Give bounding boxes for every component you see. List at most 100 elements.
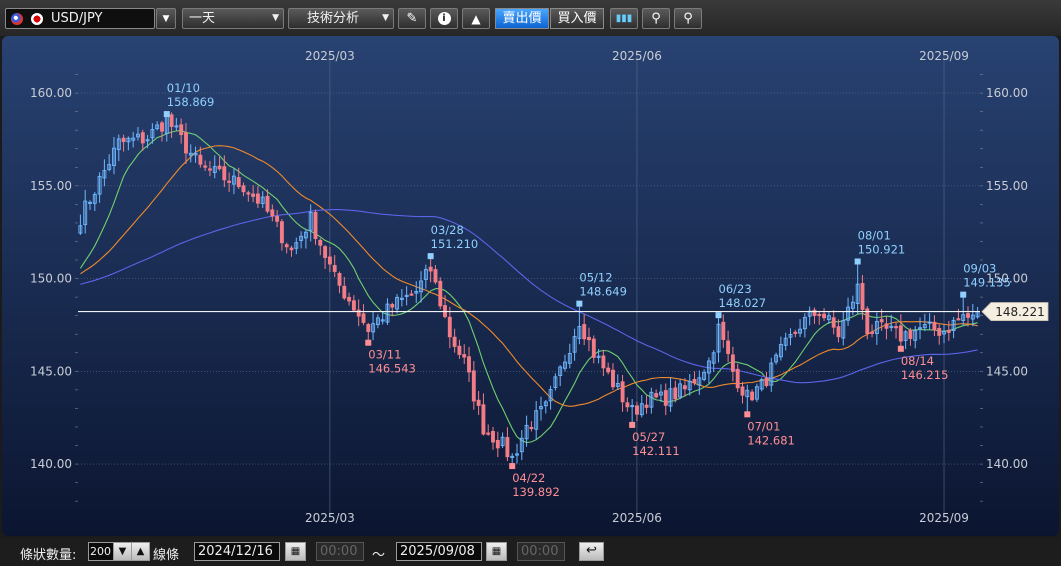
candle-body	[193, 152, 198, 156]
annotation-date: 05/27	[632, 430, 665, 444]
candle-body	[591, 338, 596, 358]
candle-body	[500, 436, 505, 447]
end-date-input[interactable]: 2025/09/08	[396, 542, 482, 561]
candle-body	[898, 325, 903, 342]
toolbar: USD/JPY ▼ 一天 ▼ 技術分析 ▼ ✎ i ▲ 賣出價 買入價 ▮▮▮ …	[0, 0, 1061, 36]
zoom-in-icon: ⚲	[683, 11, 693, 26]
axis-labels: 160.00 160.00 155.00 155.00 150.00 150.00 145.…	[30, 49, 1028, 525]
candle-body	[908, 329, 913, 339]
bar-count-up-button[interactable]: ▲	[131, 542, 150, 561]
x-tick-top: 2025/06	[612, 49, 662, 63]
technical-analysis-label: 技術分析	[307, 11, 360, 26]
ma-line-ma1	[79, 129, 978, 444]
start-calendar-button[interactable]: ▦	[285, 542, 306, 561]
candle-body	[409, 293, 414, 296]
candle-body	[121, 137, 126, 143]
annotation-value: 148.649	[579, 285, 627, 299]
candle-body	[644, 404, 649, 408]
candle-body	[740, 386, 745, 396]
candle-body	[606, 367, 611, 373]
chevron-down-icon: ▼	[382, 13, 389, 23]
y-tick-right: 145.00	[986, 364, 1028, 378]
zoom-in-button[interactable]: ⚲	[674, 8, 702, 29]
candle-body	[342, 285, 347, 299]
candle-body	[754, 386, 759, 400]
candle-body	[937, 327, 942, 336]
end-time-input[interactable]: 00:00	[517, 542, 565, 561]
candle-body	[831, 317, 836, 328]
candle-body	[390, 304, 395, 308]
current-price-label: 148.221	[995, 305, 1045, 319]
annotation-date: 07/01	[747, 419, 780, 433]
candle-body	[284, 244, 289, 248]
candle-body	[519, 437, 524, 453]
candle-body	[260, 196, 265, 204]
candle-body	[203, 165, 208, 168]
candle-body	[793, 331, 798, 334]
current-price-tag	[981, 302, 1049, 321]
price-chart[interactable]: 160.00 160.00 155.00 155.00 150.00 150.00 145.…	[2, 36, 1059, 536]
candle-body	[750, 391, 755, 401]
annotation-value: 151.210	[431, 237, 479, 251]
y-tick-right: 140.00	[986, 457, 1028, 471]
candle-body	[246, 192, 251, 195]
end-calendar-button[interactable]: ▦	[486, 542, 507, 561]
candle-body	[491, 430, 495, 443]
candle-body	[764, 377, 769, 387]
bar-count-down-button[interactable]: ▼	[113, 542, 132, 561]
candle-body	[155, 124, 160, 130]
buy-price-tab[interactable]: 買入價	[550, 8, 604, 29]
candle-body	[174, 125, 179, 128]
symbol-dropdown-button[interactable]: ▼	[156, 8, 176, 29]
candle-body	[318, 239, 323, 246]
bar-count-input[interactable]: 200	[88, 542, 114, 561]
candle-body	[860, 283, 865, 310]
start-time-input[interactable]: 00:00	[316, 542, 364, 561]
high-marker	[576, 300, 583, 307]
current-price-line: 148.221	[78, 302, 1049, 321]
candle-body	[922, 324, 927, 329]
candle-body	[706, 360, 711, 374]
candle-body	[414, 291, 419, 294]
draw-pencil-button[interactable]: ✎	[398, 8, 426, 29]
candle-body	[385, 303, 390, 323]
annotation-date: 05/12	[579, 271, 612, 285]
candle-body	[778, 344, 783, 358]
candle-body	[208, 168, 212, 171]
candle-body	[529, 426, 534, 430]
candle-body	[188, 152, 193, 156]
chart-type-button[interactable]: ▲	[462, 8, 490, 29]
candle-body	[92, 193, 97, 204]
x-tick-bottom: 2025/03	[305, 511, 355, 525]
candle-body	[620, 381, 625, 403]
candle-body	[759, 379, 764, 390]
candle-body	[313, 211, 318, 240]
info-button[interactable]: i	[430, 8, 458, 29]
refresh-button[interactable]: ↩	[579, 542, 604, 561]
candle-body	[730, 354, 735, 372]
technical-analysis-select[interactable]: 技術分析 ▼	[288, 8, 394, 29]
candle-body	[140, 132, 145, 144]
annotation-value: 142.681	[747, 433, 795, 447]
candle-style-button[interactable]: ▮▮▮	[610, 8, 638, 29]
high-marker	[427, 253, 434, 260]
zoom-out-button[interactable]: ⚲	[642, 8, 670, 29]
candle-body	[903, 331, 908, 341]
candle-body	[572, 336, 577, 353]
candle-body	[371, 323, 376, 333]
y-tick-right: 160.00	[986, 86, 1028, 100]
symbol-select[interactable]: USD/JPY	[5, 8, 155, 29]
candle-body	[131, 137, 136, 141]
candle-body	[582, 324, 587, 340]
y-tick-left: 150.00	[30, 272, 72, 286]
annotation-date: 01/10	[167, 81, 200, 95]
sell-price-tab[interactable]: 賣出價	[495, 8, 549, 29]
candle-body	[299, 235, 304, 241]
start-date-input[interactable]: 2024/12/16	[194, 542, 280, 561]
period-select[interactable]: 一天 ▼	[182, 8, 284, 29]
candle-body	[150, 129, 155, 139]
candle-body	[865, 308, 870, 335]
range-label: 線條	[153, 548, 180, 563]
candles	[78, 112, 980, 467]
candle-body	[587, 336, 591, 341]
